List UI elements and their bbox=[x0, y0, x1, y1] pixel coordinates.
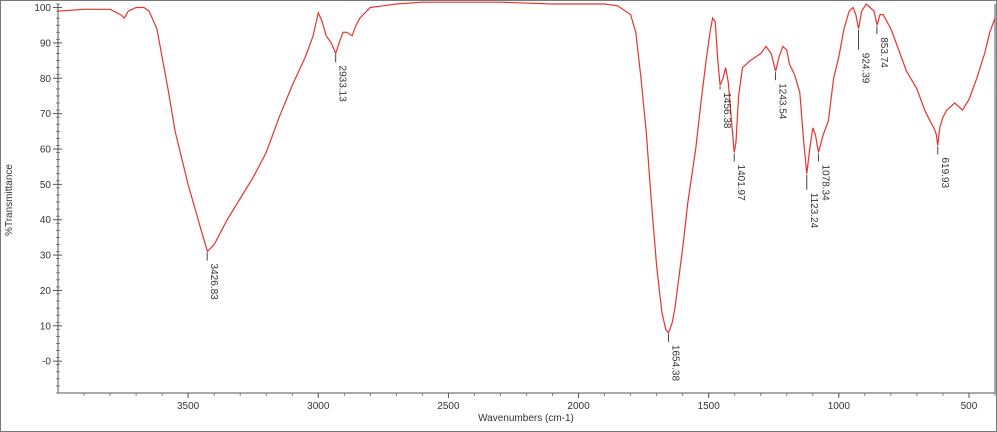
x-axis-title: Wavenumbers (cm-1) bbox=[478, 413, 574, 424]
peak-label: 1654.38 bbox=[670, 345, 681, 382]
y-tick-label: 100 bbox=[34, 3, 51, 14]
spectrum-line bbox=[57, 1, 996, 335]
peak-label: 1123.24 bbox=[808, 193, 819, 229]
x-tick-label: 2000 bbox=[567, 401, 590, 412]
peak-label: 619.93 bbox=[939, 157, 950, 188]
y-tick-label: 60 bbox=[40, 144, 52, 155]
peak-label: 1243.54 bbox=[776, 83, 787, 120]
peak-label: 1401.97 bbox=[735, 165, 746, 202]
x-tick-label: 500 bbox=[961, 401, 978, 412]
y-tick-label: 30 bbox=[40, 251, 52, 262]
x-tick-label: 1000 bbox=[828, 401, 851, 412]
x-tick-label: 1500 bbox=[698, 401, 721, 412]
y-tick-label: 10 bbox=[40, 321, 52, 332]
axes bbox=[57, 4, 996, 394]
peak-label: 2933.13 bbox=[337, 66, 348, 103]
y-tick-label: 90 bbox=[40, 38, 52, 49]
peak-label: 924.39 bbox=[860, 53, 871, 84]
y-tick-label: -0 bbox=[42, 357, 51, 368]
peak-annotations: 3426.83 2933.13 1654.38 1456.38 1401.97 1243.… bbox=[206, 26, 950, 382]
y-tick-label: 80 bbox=[40, 74, 52, 85]
x-tick-label: 3000 bbox=[307, 401, 330, 412]
peak-label: 1078.34 bbox=[819, 165, 830, 202]
ticks: 100 90 80 70 60 50 40 30 20 10 -0 3500 3000 2500 2000 1… bbox=[34, 3, 996, 412]
y-tick-label: 50 bbox=[40, 180, 52, 191]
peak-label: 1456.38 bbox=[721, 92, 732, 129]
peak-label: 3426.83 bbox=[208, 264, 219, 301]
y-tick-label: 40 bbox=[40, 215, 52, 226]
x-tick-label: 2500 bbox=[437, 401, 460, 412]
peak-label: 853.74 bbox=[878, 37, 889, 68]
y-tick-label: 20 bbox=[40, 286, 52, 297]
y-axis-title: %Transmittance bbox=[4, 164, 15, 236]
x-tick-label: 3500 bbox=[177, 401, 200, 412]
y-tick-label: 70 bbox=[40, 109, 52, 120]
